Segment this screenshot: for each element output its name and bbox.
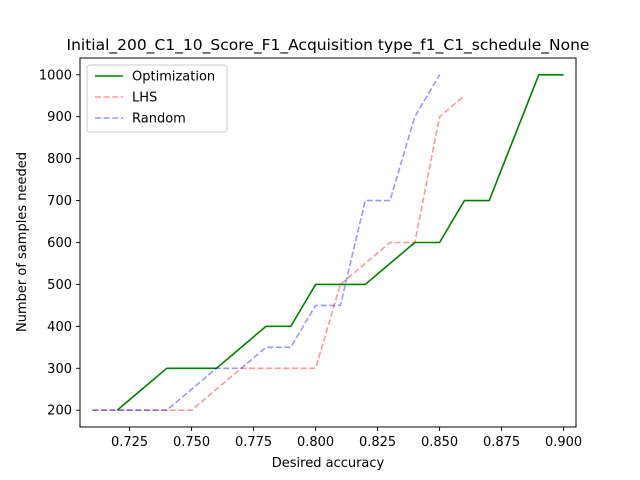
- series-line-optimization: [116, 73, 564, 411]
- legend-label-optimization: Optimization: [132, 70, 215, 85]
- x-tick-label: 0.750: [173, 435, 210, 450]
- y-axis-label: Number of samples needed: [15, 152, 30, 332]
- x-tick-label: 0.775: [235, 435, 272, 450]
- legend-label-random: Random: [132, 112, 186, 127]
- y-tick-label: 300: [47, 362, 72, 377]
- legend-label-lhs: LHS: [132, 91, 157, 106]
- series-line-lhs: [92, 95, 465, 412]
- y-tick-label: 200: [47, 404, 72, 419]
- y-tick-label: 1000: [39, 68, 72, 83]
- y-axis: 200 300 400 500 600 700 800 900 1000: [39, 68, 80, 419]
- y-tick-label: 600: [47, 236, 72, 251]
- x-tick-label: 0.850: [421, 435, 458, 450]
- y-tick-label: 400: [47, 320, 72, 335]
- x-axis-label: Desired accuracy: [272, 456, 385, 471]
- x-axis: 0.725 0.750 0.775 0.800 0.825 0.850 0.875 0.900: [111, 427, 582, 450]
- x-tick-label: 0.725: [111, 435, 148, 450]
- y-tick-label: 900: [47, 110, 72, 125]
- y-tick-label: 700: [47, 194, 72, 209]
- x-tick-label: 0.900: [545, 435, 582, 450]
- y-tick-label: 800: [47, 152, 72, 167]
- legend: Optimization LHS Random: [86, 64, 228, 133]
- y-tick-label: 500: [47, 278, 72, 293]
- x-tick-label: 0.800: [297, 435, 334, 450]
- chart-title: Initial_200_C1_10_Score_F1_Acquisition t…: [67, 36, 590, 55]
- x-tick-label: 0.875: [483, 435, 520, 450]
- plot-area: [92, 73, 564, 412]
- legend-box: [86, 64, 228, 133]
- x-tick-label: 0.825: [359, 435, 396, 450]
